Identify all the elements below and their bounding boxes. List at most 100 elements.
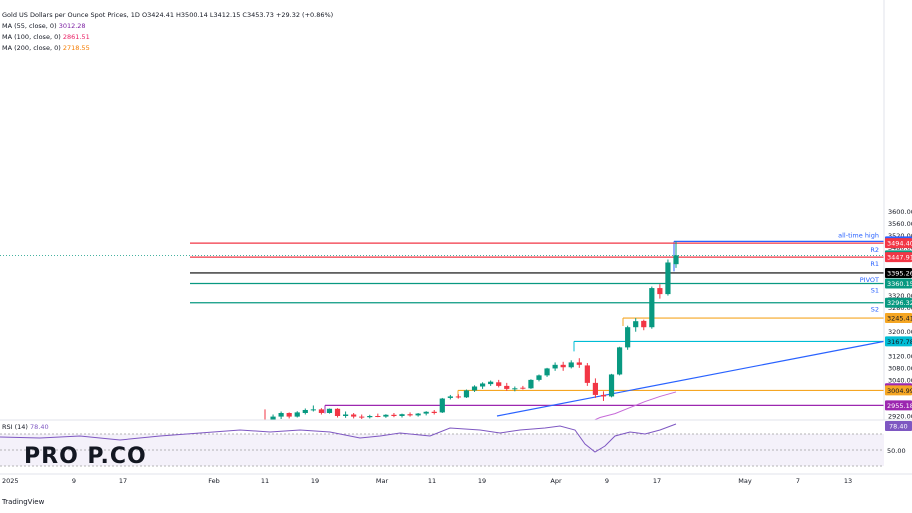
candle-body — [415, 413, 421, 416]
price-label-text: 3447.91 — [887, 254, 912, 262]
legend-title: Gold US Dollars per Ounce Spot Prices, 1… — [2, 11, 140, 19]
x-tick-label: 19 — [311, 477, 319, 485]
price-label-box — [885, 278, 912, 289]
candle-body — [310, 409, 316, 411]
price-label-text: 3296.32 — [887, 299, 912, 307]
x-tick-label: 9 — [605, 477, 609, 485]
level-tag: S1 — [871, 287, 879, 295]
y-tick-label: 2920.00 — [888, 413, 912, 421]
brand-text: PRO P.CO — [24, 444, 147, 469]
candle-body — [488, 381, 494, 385]
candle-body — [641, 320, 647, 328]
candle-body — [399, 414, 405, 416]
candle-body — [616, 347, 623, 375]
price-label-box — [885, 400, 912, 411]
candle-body — [649, 288, 655, 328]
rsi-label: RSI (14) 78.40 — [2, 423, 49, 431]
ma55-line — [589, 391, 677, 423]
price-label-box — [885, 238, 912, 249]
candle-body — [342, 414, 349, 416]
rsi-value: 78.40 — [30, 423, 49, 431]
rsi-value-label: 78.40 — [889, 423, 908, 431]
price-label-text: 3494.40 — [887, 240, 912, 248]
moving-average-line — [589, 391, 677, 423]
candle-body — [625, 327, 631, 348]
rsi-tick-label: 50.00 — [887, 447, 906, 455]
ma100-label: MA (100, close, 0) — [2, 33, 61, 41]
x-tick-label: 17 — [119, 477, 127, 485]
level-tag: all-time high — [838, 231, 879, 239]
y-tick-label: 3080.00 — [888, 364, 912, 372]
price-label-text: 3245.41 — [887, 315, 912, 323]
candle-body — [665, 262, 671, 295]
y-tick-label: 3320.00 — [888, 292, 912, 300]
y-tick-label: 3040.00 — [888, 376, 912, 384]
candle-body — [334, 408, 341, 416]
y-axis: 2920.00 3040.00 3080.00 3120.00 3200.00 3280.… — [883, 0, 912, 474]
rsi-value-box — [885, 421, 912, 431]
candle-body — [496, 382, 502, 386]
y-tick-label: 3200.00 — [888, 328, 912, 336]
candle-body — [600, 394, 607, 397]
candle-body — [576, 362, 582, 365]
candle-body — [528, 379, 534, 389]
x-tick-label: May — [738, 477, 752, 485]
tradingview-text: TradingView — [2, 498, 45, 506]
candle-body — [407, 414, 413, 416]
x-tick-label: 13 — [844, 477, 852, 485]
candle-body — [431, 411, 437, 413]
price-label-text: 3360.15 — [887, 280, 912, 288]
trendline — [496, 340, 885, 417]
chart-legend: Gold US Dollars per Ounce Spot Prices, 1… — [2, 10, 333, 54]
candle-body — [294, 412, 300, 417]
candle-body — [302, 409, 308, 413]
tradingview-logo[interactable]: TradingView — [2, 498, 44, 506]
legend-ohlc: O3424.41 H3500.14 L3412.15 C3453.73 +29.… — [141, 11, 334, 19]
y-tick-label: 3600.00 — [888, 208, 912, 216]
candle-body — [552, 364, 558, 369]
price-label-box — [885, 297, 912, 308]
x-tick-label: 2025 — [2, 477, 19, 485]
price-levels: all-time high R2 R1 PIVOT S1 S2 — [0, 231, 884, 414]
candle-body — [560, 364, 566, 368]
candle-body — [270, 416, 276, 421]
ma55-value: 3012.28 — [58, 22, 86, 30]
candle-body — [375, 416, 381, 417]
candle-body — [520, 387, 526, 389]
x-tick-label: 17 — [653, 477, 661, 485]
candle-body — [367, 416, 373, 418]
price-label-box — [885, 385, 912, 396]
candle-body — [512, 388, 518, 390]
candle-body — [633, 321, 639, 328]
candles — [262, 241, 679, 423]
price-label-text: 3395.26 — [887, 269, 912, 277]
x-tick-label: 9 — [72, 477, 76, 485]
price-label-text: 3167.78 — [887, 338, 912, 346]
y-tick-label: 3560.00 — [888, 220, 912, 228]
y-tick-label: 3120.00 — [888, 352, 912, 360]
candle-body — [383, 414, 389, 417]
x-tick-label: Mar — [376, 477, 389, 485]
price-label-box — [885, 252, 912, 263]
level-tag: S2 — [871, 306, 879, 314]
level-tag: PIVOT — [860, 276, 879, 284]
brand-watermark: PRO P.CO — [24, 444, 147, 469]
candle-body — [447, 396, 453, 398]
candle-body — [504, 385, 510, 389]
x-tick-label: Feb — [208, 477, 220, 485]
x-tick-label: Apr — [550, 477, 562, 485]
candle-body — [455, 396, 462, 398]
level-tag: R1 — [870, 260, 879, 268]
candle-body — [391, 414, 397, 416]
candle-body — [463, 390, 470, 398]
price-label-text: 3004.99 — [887, 387, 912, 395]
x-tick-label: 11 — [261, 477, 269, 485]
price-label-text: 2955.18 — [887, 402, 912, 410]
candle-body — [657, 288, 663, 295]
candle-body — [318, 409, 325, 413]
candle-body — [479, 383, 486, 387]
rsi-line — [0, 423, 677, 453]
candle-body — [326, 408, 333, 413]
